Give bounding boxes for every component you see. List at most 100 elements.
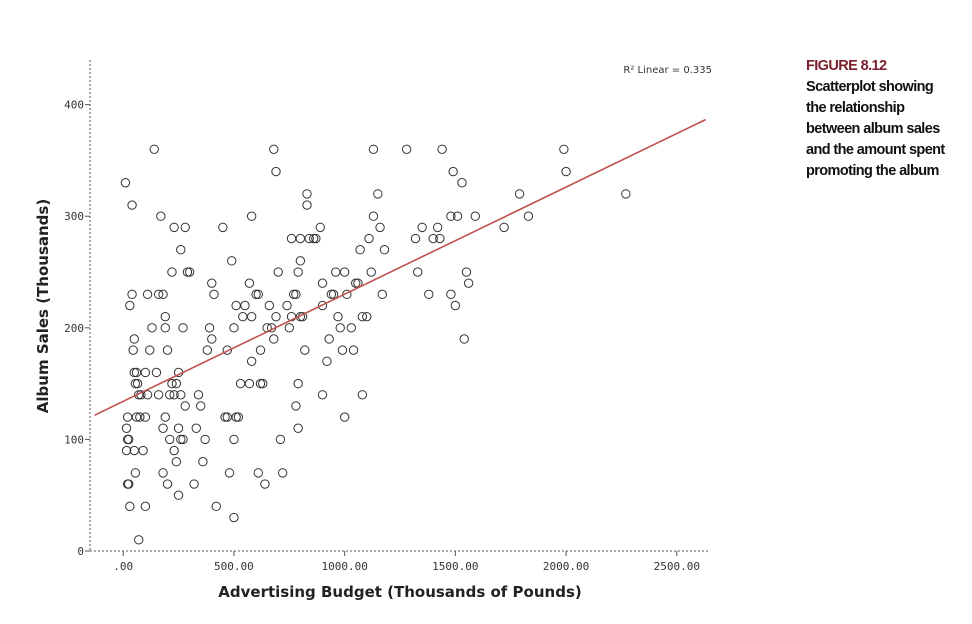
data-point (559, 144, 569, 154)
data-point (193, 390, 204, 400)
data-point (514, 189, 525, 199)
data-point (368, 144, 379, 154)
data-point (335, 323, 345, 333)
data-point (198, 457, 208, 467)
data-point (153, 390, 164, 400)
linear-fit-line (94, 118, 706, 417)
data-point (244, 378, 255, 389)
data-point (207, 334, 217, 344)
data-point (437, 144, 447, 154)
data-point (129, 334, 139, 344)
data-point (461, 267, 472, 277)
data-point (209, 289, 219, 300)
data-point (337, 345, 348, 355)
data-point (260, 479, 270, 489)
data-point (293, 423, 303, 433)
data-point (328, 289, 339, 300)
data-point (264, 300, 275, 311)
data-point (446, 211, 456, 221)
data-point (362, 311, 372, 322)
data-point (173, 423, 184, 433)
data-point (282, 300, 292, 311)
data-point (176, 245, 186, 255)
data-point (448, 166, 458, 177)
data-point (373, 189, 383, 199)
data-point (124, 479, 134, 489)
plot-area (89, 60, 710, 552)
data-point (317, 300, 328, 311)
data-point (162, 345, 173, 355)
data-point (401, 144, 412, 154)
data-point (158, 423, 168, 433)
data-point (339, 412, 350, 422)
data-point (253, 289, 263, 300)
data-point (326, 289, 337, 300)
data-point (315, 222, 325, 233)
data-point (284, 323, 294, 333)
data-point (140, 367, 151, 378)
figure-label: FIGURE 8.12 (806, 58, 887, 74)
x-tick-label: 500.00 (214, 560, 254, 573)
data-point (129, 445, 139, 456)
data-point (233, 412, 244, 422)
data-point (180, 401, 190, 411)
data-point (184, 267, 195, 277)
data-point (129, 367, 139, 378)
data-point (158, 468, 168, 478)
data-point (131, 367, 142, 378)
y-tick-label: 100 (64, 433, 84, 446)
data-point (295, 256, 306, 266)
data-point (178, 434, 188, 445)
data-point (124, 434, 134, 445)
data-point (246, 211, 257, 221)
data-point (169, 445, 179, 456)
data-point (271, 166, 281, 177)
data-point (435, 233, 445, 244)
data-point (229, 512, 239, 523)
data-point (271, 311, 281, 322)
data-point (357, 390, 368, 400)
data-point (220, 412, 230, 422)
data-point (204, 323, 215, 333)
data-point (246, 311, 257, 322)
data-point (255, 378, 266, 389)
data-point (269, 334, 279, 344)
data-point (368, 211, 379, 221)
y-axis-title: Album Sales (Thousands) (34, 199, 52, 413)
data-point (127, 200, 137, 210)
data-point (171, 457, 182, 467)
y-tick-label: 200 (64, 322, 84, 335)
data-point (291, 401, 301, 411)
data-point (311, 233, 321, 244)
figure-caption: FIGURE 8.12 Scatterplot showing the rela… (806, 56, 956, 182)
data-point (121, 445, 132, 456)
x-tick-label: 2000.00 (543, 560, 589, 573)
data-point (125, 300, 135, 311)
data-point (140, 412, 151, 422)
data-point (304, 233, 314, 244)
data-point (428, 233, 438, 244)
r-squared-label: R² Linear = 0.335 (623, 65, 712, 76)
data-point (167, 267, 177, 277)
data-point (165, 390, 175, 400)
data-point (459, 334, 469, 344)
y-axis-ticks: 0 100 200 300 400 (64, 99, 90, 558)
x-axis-ticks: .00 500.00 1000.00 1500.00 2000.00 2500.00 (113, 551, 700, 573)
y-tick-label: 300 (64, 210, 84, 223)
data-point (470, 211, 480, 221)
data-point (200, 434, 210, 445)
data-point (253, 468, 263, 478)
data-point (191, 423, 201, 433)
data-point (142, 289, 153, 300)
data-point (366, 267, 376, 277)
data-point (207, 278, 217, 288)
data-point (128, 345, 138, 355)
data-point (171, 378, 182, 389)
figure-caption-text: Scatterplot showing the relationship bet… (806, 79, 945, 179)
data-point (561, 166, 571, 177)
data-point (227, 256, 237, 266)
data-point (457, 178, 467, 188)
data-point (377, 289, 387, 300)
data-point (446, 289, 456, 300)
